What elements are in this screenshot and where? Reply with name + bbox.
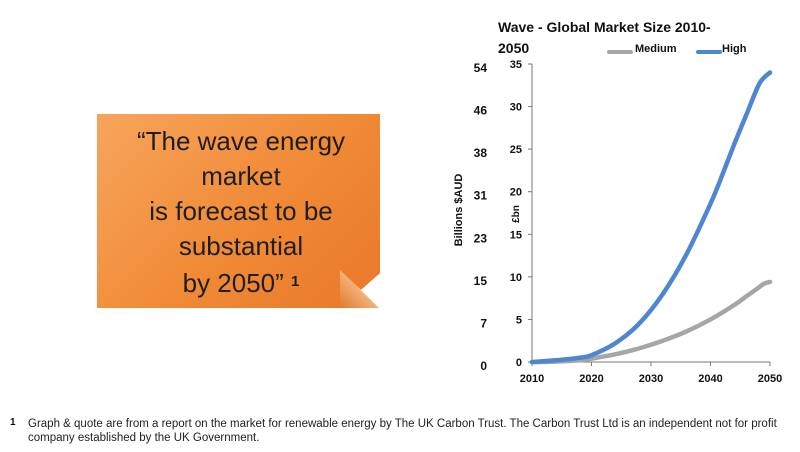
chart-box xyxy=(480,12,780,394)
chart-title: Wave - Global Market Size 2010- 2050 xyxy=(498,19,711,56)
y-axis-label-aud: Billions $AUD xyxy=(453,174,465,247)
footnote-marker: 1 xyxy=(10,417,16,428)
quote-text-block: “The wave energy market is forecast to b… xyxy=(110,124,372,301)
quote-text: “The wave energy market is forecast to b… xyxy=(136,126,346,298)
legend-label-medium: Medium xyxy=(635,43,677,55)
footnote-text: Graph & quote are from a report on the m… xyxy=(28,418,777,444)
legend-swatch-medium xyxy=(607,50,633,54)
quote-reference-mark: 1 xyxy=(291,273,300,290)
legend-label-high: High xyxy=(722,43,747,55)
quote-sticky-note xyxy=(97,114,380,308)
legend-swatch-high xyxy=(696,50,722,54)
